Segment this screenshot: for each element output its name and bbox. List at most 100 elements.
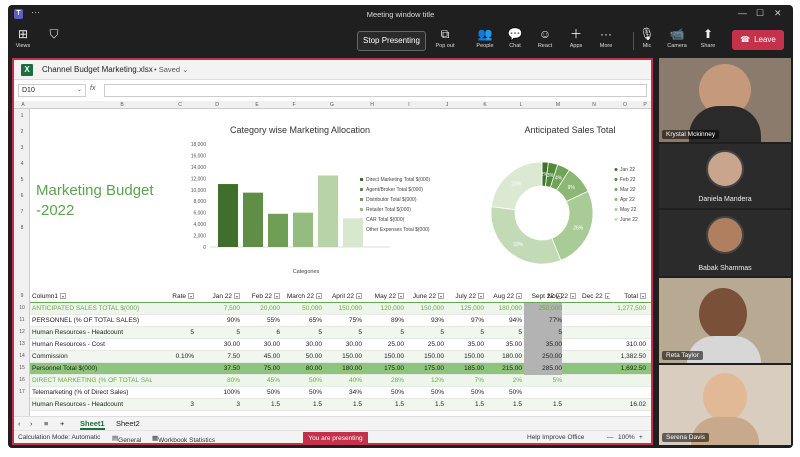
table-cell[interactable]: 5: [282, 327, 322, 339]
react-button[interactable]: ☺ React: [530, 25, 560, 55]
table-cell[interactable]: PERSONNEL (% OF TOTAL SALES): [32, 315, 152, 327]
table-cell[interactable]: 1.5: [364, 399, 404, 411]
table-cell[interactable]: 1.5: [242, 399, 280, 411]
table-cell[interactable]: 175.00: [364, 363, 404, 375]
table-cell[interactable]: Human Resources - Headcount: [32, 399, 152, 411]
table-cell[interactable]: 150.00: [406, 351, 444, 363]
tab-sheet1[interactable]: Sheet1: [80, 419, 105, 430]
table-cell[interactable]: 35.00: [486, 339, 522, 351]
table-cell[interactable]: 285.00: [524, 363, 562, 375]
row-header[interactable]: 11: [19, 317, 25, 323]
table-cell[interactable]: 93%: [406, 315, 444, 327]
zoom-in-icon[interactable]: +: [639, 434, 643, 441]
table-cell[interactable]: 100%: [200, 387, 240, 399]
table-cell[interactable]: 3: [200, 399, 240, 411]
table-cell[interactable]: 77%: [524, 315, 562, 327]
table-cell[interactable]: 150.00: [364, 351, 404, 363]
row-header[interactable]: 9: [20, 293, 24, 299]
column-header[interactable]: I: [408, 102, 410, 108]
table-cell[interactable]: 5: [406, 327, 444, 339]
name-box[interactable]: D10 ⌄: [18, 84, 86, 97]
column-header[interactable]: K: [483, 102, 487, 108]
add-sheet-icon[interactable]: +: [60, 419, 65, 428]
table-cell[interactable]: 90%: [200, 315, 240, 327]
table-cell[interactable]: 30.00: [282, 339, 322, 351]
table-cell[interactable]: 75%: [324, 315, 362, 327]
column-header[interactable]: G: [330, 102, 334, 108]
filter-dropdown-icon[interactable]: ▾: [316, 293, 322, 300]
table-cell[interactable]: 1.5: [486, 399, 522, 411]
filter-dropdown-icon[interactable]: ▾: [604, 293, 610, 300]
participant-tile[interactable]: Babak Shammas: [659, 210, 791, 276]
table-cell[interactable]: 25.00: [364, 339, 404, 351]
column-header-cell[interactable]: Aug 22 ▾: [486, 291, 522, 303]
table-cell[interactable]: 120,000: [364, 303, 405, 315]
table-cell[interactable]: 1,382.50: [616, 351, 646, 363]
column-header[interactable]: N: [592, 102, 596, 108]
row-header[interactable]: 16: [19, 377, 25, 383]
shield-button[interactable]: ⛉: [39, 25, 69, 55]
filter-dropdown-icon[interactable]: ▾: [516, 293, 522, 300]
table-cell[interactable]: 150.00: [446, 351, 484, 363]
filter-dropdown-icon[interactable]: ▾: [60, 293, 67, 300]
table-cell[interactable]: 3: [158, 399, 194, 411]
table-cell[interactable]: 185.00: [446, 363, 484, 375]
column-header-cell[interactable]: Dec 22 ▾: [582, 291, 610, 303]
table-cell[interactable]: 7%: [446, 375, 484, 387]
column-header[interactable]: D: [215, 102, 219, 108]
next-sheet-icon[interactable]: ›: [30, 419, 33, 428]
column-header-cell[interactable]: March 22 ▾: [282, 291, 322, 303]
table-cell[interactable]: 5: [158, 327, 194, 339]
table-cell[interactable]: 75.00: [242, 363, 280, 375]
table-cell[interactable]: 34%: [324, 387, 362, 399]
column-header[interactable]: L: [519, 102, 523, 108]
table-cell[interactable]: 35.00: [446, 339, 484, 351]
table-cell[interactable]: 6: [242, 327, 280, 339]
filter-dropdown-icon[interactable]: ▾: [570, 293, 576, 300]
sheet-list-icon[interactable]: ≡: [44, 419, 49, 428]
column-header[interactable]: M: [555, 102, 561, 108]
column-header-cell[interactable]: Column1 ▾: [32, 291, 152, 303]
table-cell[interactable]: 97%: [446, 315, 484, 327]
filter-dropdown-icon[interactable]: ▾: [478, 293, 484, 300]
column-header-cell[interactable]: July 22 ▾: [446, 291, 484, 303]
table-cell[interactable]: 30.00: [200, 339, 240, 351]
column-header[interactable]: J: [445, 102, 449, 108]
table-cell[interactable]: 5: [486, 327, 522, 339]
share-button[interactable]: ⬆ Share: [693, 25, 723, 55]
column-header-cell[interactable]: June 22 ▾: [406, 291, 444, 303]
table-cell[interactable]: 45.00: [242, 351, 280, 363]
table-cell[interactable]: DIRECT MARKETING (% OF TOTAL SALES): [32, 375, 152, 387]
minimize-icon[interactable]: —: [738, 8, 747, 18]
table-cell[interactable]: 20,000: [242, 303, 280, 315]
table-cell[interactable]: 1,277,500: [616, 303, 646, 315]
save-status[interactable]: • Saved ⌄: [154, 65, 189, 74]
table-cell[interactable]: 37.50: [200, 363, 240, 375]
filter-dropdown-icon[interactable]: ▾: [356, 293, 362, 300]
column-header[interactable]: B: [120, 102, 124, 108]
table-cell[interactable]: 150,000: [324, 303, 363, 315]
row-header[interactable]: 10: [19, 305, 25, 311]
table-cell[interactable]: Human Resources - Headcount: [32, 327, 152, 339]
table-cell[interactable]: Human Resources - Cost: [32, 339, 152, 351]
participant-tile[interactable]: Serena Davis: [659, 365, 791, 445]
column-header-cell[interactable]: Total ▾: [616, 291, 646, 303]
table-cell[interactable]: 5: [364, 327, 404, 339]
table-cell[interactable]: ANTICIPATED SALES TOTAL $(000): [32, 303, 152, 315]
filter-dropdown-icon[interactable]: ▾: [188, 293, 194, 300]
filter-dropdown-icon[interactable]: ▾: [234, 293, 240, 300]
column-header-cell[interactable]: April 22 ▾: [324, 291, 362, 303]
column-header[interactable]: H: [370, 102, 374, 108]
row-header[interactable]: 8: [20, 225, 24, 231]
tab-sheet2[interactable]: Sheet2: [116, 419, 140, 428]
table-cell[interactable]: Commission: [32, 351, 152, 363]
table-cell[interactable]: 40%: [324, 375, 362, 387]
filter-dropdown-icon[interactable]: ▾: [556, 293, 562, 300]
table-cell[interactable]: 5: [200, 327, 240, 339]
table-cell[interactable]: 25.00: [406, 339, 444, 351]
row-header[interactable]: 17: [19, 389, 25, 395]
people-button[interactable]: 👥 People: [470, 25, 500, 55]
table-cell[interactable]: 28%: [364, 375, 404, 387]
table-cell[interactable]: 215.00: [486, 363, 522, 375]
participant-tile[interactable]: Krystal Mckinney: [659, 58, 791, 142]
